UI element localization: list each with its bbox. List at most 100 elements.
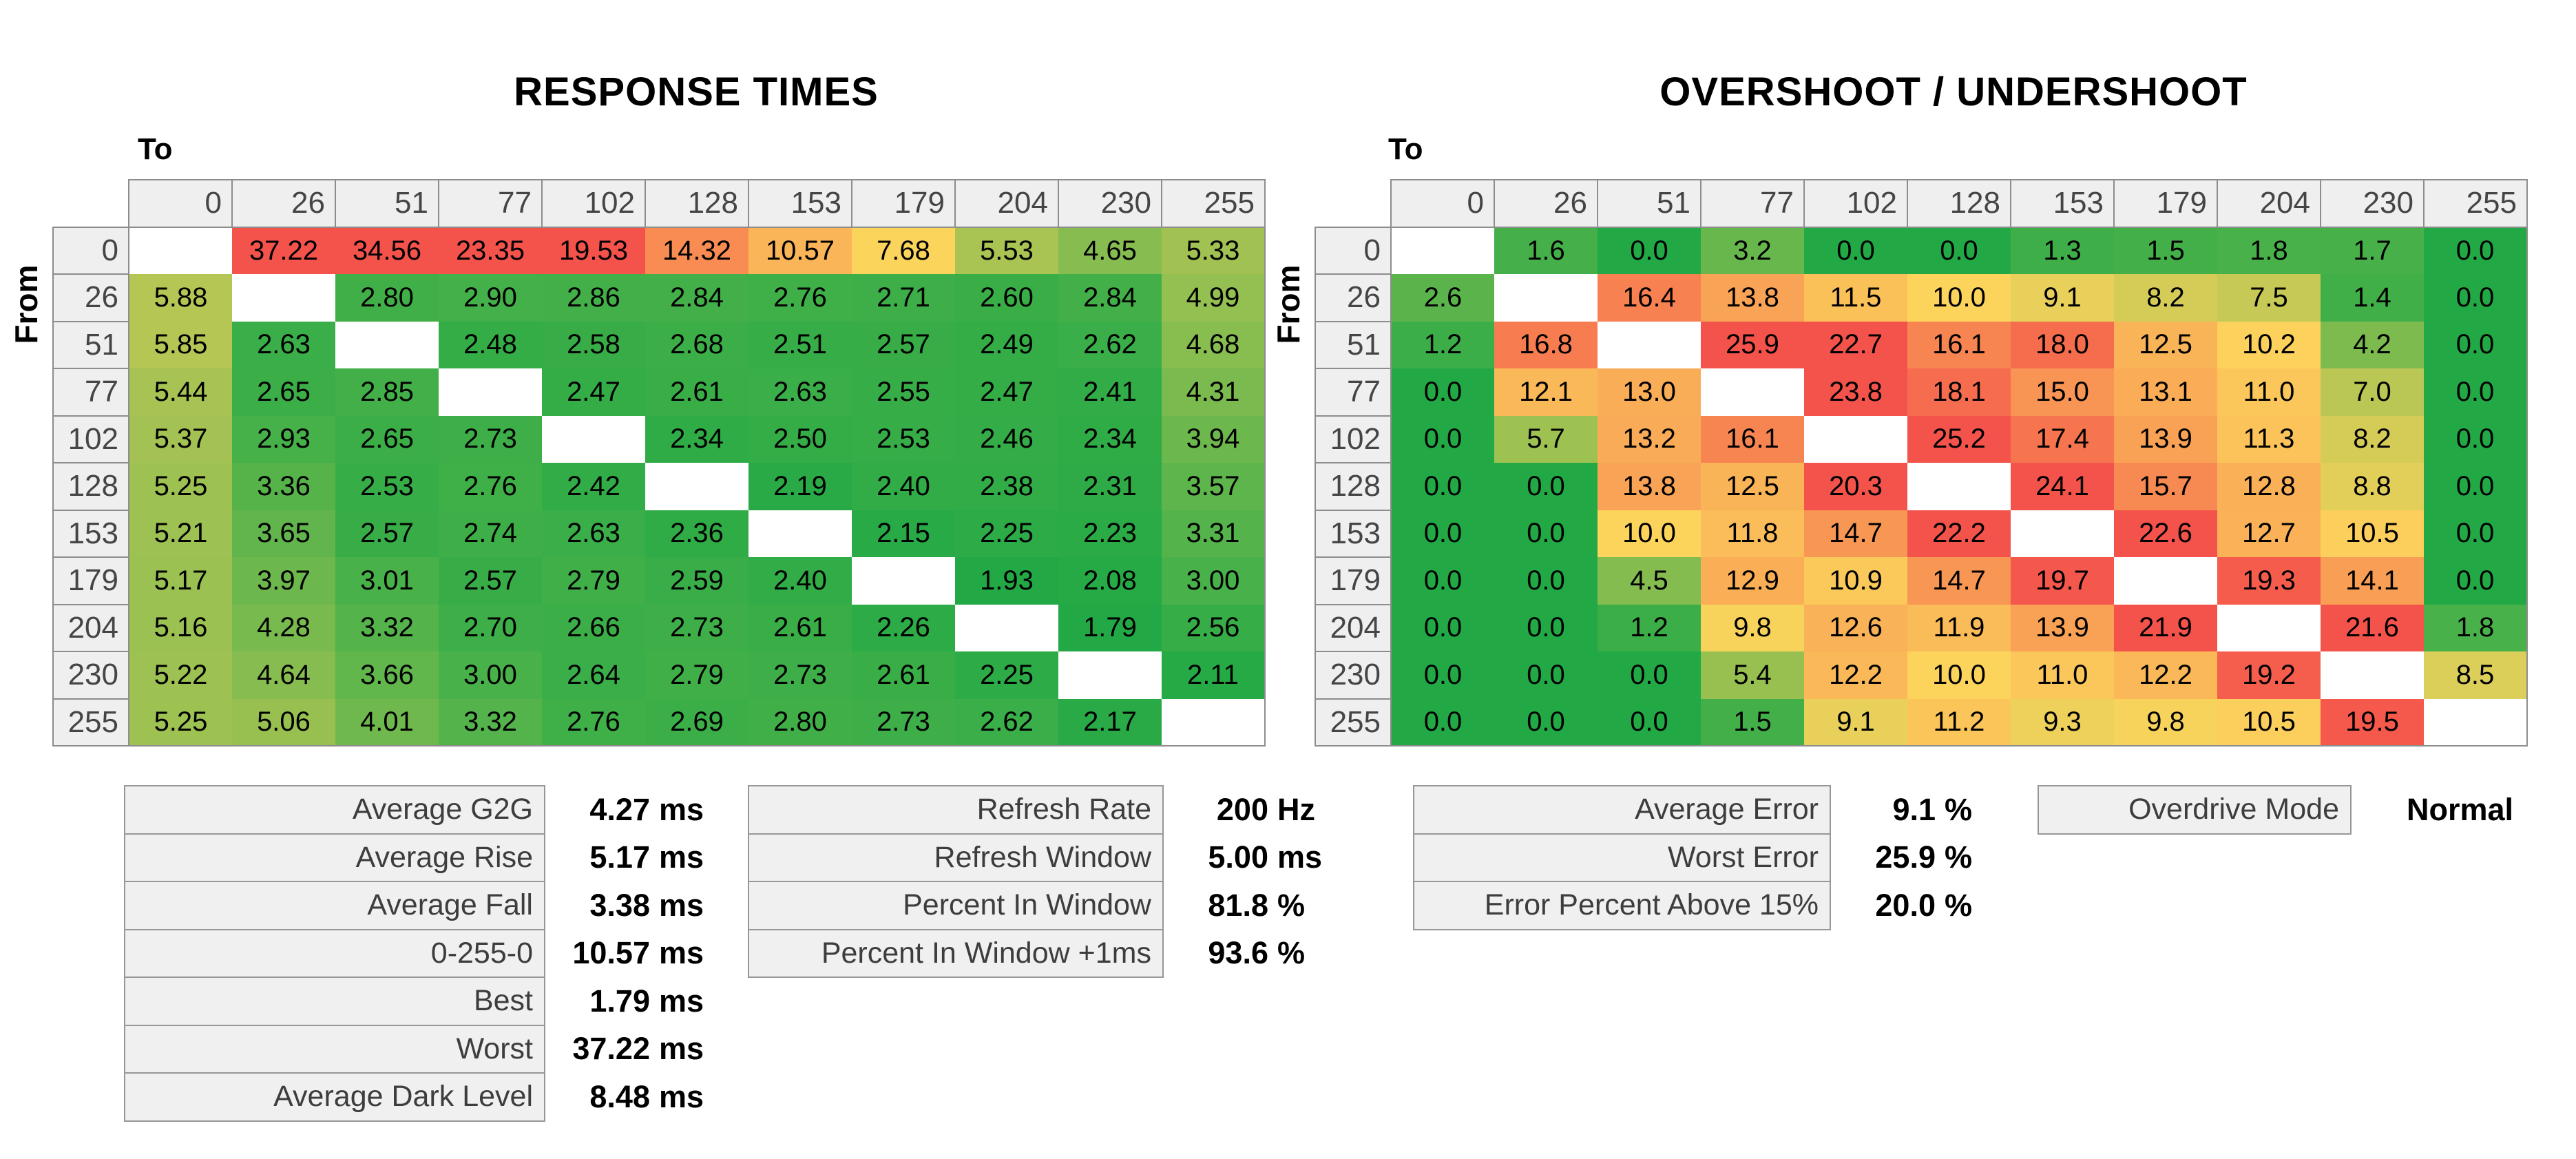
stat-row: Average Error 9.1% <box>1413 785 1972 835</box>
heatmap-cell <box>2217 604 2321 651</box>
stat-label: Percent In Window <box>748 881 1164 930</box>
overshoot-undershoot-title: OVERSHOOT / UNDERSHOOT <box>1659 70 2248 114</box>
corner-cell <box>1315 180 1391 227</box>
heatmap-cell: 0.0 <box>1494 698 1598 746</box>
stat-label: Refresh Rate <box>748 785 1164 835</box>
heatmap-cell <box>2424 698 2528 746</box>
heatmap-cell: 0.0 <box>1494 651 1598 699</box>
heatmap-cell: 21.6 <box>2321 604 2424 651</box>
row-header: 51 <box>1315 320 1392 369</box>
from-axis-label: From <box>8 264 44 344</box>
heatmap-cell: 2.53 <box>852 415 955 463</box>
stat-row: Average Rise 5.17 ms <box>124 833 704 882</box>
heatmap-cell: 4.28 <box>232 604 335 651</box>
heatmap-cell: 9.1 <box>2011 274 2114 322</box>
to-axis-label: To <box>138 132 173 166</box>
row-header: 77 <box>1315 368 1392 417</box>
heatmap-cell: 1.6 <box>1494 227 1598 274</box>
heatmap-cell: 3.65 <box>232 510 335 557</box>
heatmap-cell: 0.0 <box>1391 415 1494 463</box>
heatmap-cell: 22.7 <box>1804 321 1907 368</box>
stat-value-unit: ms <box>1277 839 1323 875</box>
heatmap-cell: 0.0 <box>1598 651 1701 699</box>
heatmap-cell: 34.56 <box>335 227 439 274</box>
stat-value-number: 1.79 <box>589 983 650 1019</box>
heatmap-cell: 2.34 <box>645 415 748 463</box>
heatmap-cell: 22.6 <box>2114 510 2217 557</box>
heatmap-cell: 0.0 <box>1494 604 1598 651</box>
stat-value: 10.57 ms <box>558 929 704 979</box>
heatmap-cell: 15.7 <box>2114 463 2217 510</box>
heatmap-cell: 4.01 <box>335 698 439 746</box>
heatmap-cell: 2.76 <box>542 698 645 746</box>
heatmap-cell: 2.23 <box>1058 510 1162 557</box>
heatmap-cell: 0.0 <box>2424 227 2528 274</box>
stat-value-unit: % <box>1945 791 1973 827</box>
stat-value-unit: ms <box>659 1031 704 1067</box>
stat-row: Average G2G 4.27 ms <box>124 785 704 835</box>
heatmap-cell: 14.7 <box>1907 557 2011 605</box>
heatmap-cell: 2.61 <box>748 604 852 651</box>
heatmap-cell: 2.73 <box>439 415 542 463</box>
stat-value-unit: ms <box>659 1078 704 1114</box>
heatmap-cell: 0.0 <box>2424 368 2528 416</box>
heatmap-cell: 13.8 <box>1701 274 1804 322</box>
row-header: 255 <box>1315 698 1392 746</box>
col-header: 153 <box>2010 179 2115 228</box>
heatmap-cell: 18.1 <box>1907 368 2011 416</box>
heatmap-cell: 5.21 <box>129 510 232 557</box>
heatmap-cell: 10.0 <box>1907 651 2011 699</box>
heatmap-cell: 5.22 <box>129 651 232 699</box>
heatmap-cell: 1.93 <box>955 557 1058 605</box>
stat-value-unit: % <box>1277 887 1306 923</box>
heatmap-cell: 2.70 <box>439 604 542 651</box>
heatmap-cell: 12.5 <box>2114 321 2217 368</box>
heatmap-cell: 5.7 <box>1494 415 1598 463</box>
heatmap-cell: 3.2 <box>1701 227 1804 274</box>
heatmap-cell: 2.50 <box>748 415 852 463</box>
stat-value: 93.6% <box>1176 929 1305 979</box>
heatmap-cell: 0.0 <box>2424 510 2528 557</box>
heatmap-cell: 1.7 <box>2321 227 2424 274</box>
heatmap-cell: 2.25 <box>955 510 1058 557</box>
stat-value-number: 93.6 <box>1208 935 1268 971</box>
heatmap-cell: 3.94 <box>1162 415 1266 463</box>
heatmap-cell: 0.0 <box>1598 698 1701 746</box>
stat-label: Worst <box>124 1024 545 1074</box>
heatmap-cell: 4.2 <box>2321 321 2424 368</box>
stat-row: Percent In Window 81.8% <box>748 881 1322 930</box>
heatmap-cell: 0.0 <box>2424 274 2528 322</box>
heatmap-cell: 18.0 <box>2011 321 2114 368</box>
col-header: 102 <box>1803 179 1908 228</box>
stat-label: Error Percent Above 15% <box>1413 881 1831 930</box>
heatmap-cell: 12.1 <box>1494 368 1598 416</box>
to-axis-label: To <box>1388 132 1423 166</box>
row-header: 26 <box>1315 273 1392 322</box>
row-header: 0 <box>1315 226 1392 275</box>
from-axis-label: From <box>1270 264 1306 344</box>
stat-value-number: 81.8 <box>1208 887 1268 923</box>
heatmap-cell: 2.36 <box>645 510 748 557</box>
heatmap-cell: 1.3 <box>2011 227 2114 274</box>
heatmap-cell: 3.57 <box>1162 463 1266 510</box>
heatmap-cell: 10.5 <box>2217 698 2321 746</box>
heatmap-cell: 2.62 <box>1058 321 1162 368</box>
stat-row: Average Fall 3.38 ms <box>124 881 704 930</box>
error-summary-stats: Average Error 9.1% Worst Error 25.9% Error P… <box>1413 785 1972 930</box>
heatmap-cell: 2.65 <box>335 415 439 463</box>
col-header: 0 <box>1390 179 1495 228</box>
stat-value-number: 10.57 <box>572 935 650 971</box>
heatmap-cell: 0.0 <box>1391 557 1494 605</box>
stat-value-unit: % <box>1277 935 1306 971</box>
heatmap-cell: 2.73 <box>645 604 748 651</box>
row-header: 0 <box>52 226 129 275</box>
heatmap-cell: 3.31 <box>1162 510 1266 557</box>
heatmap-cell: 2.57 <box>335 510 439 557</box>
heatmap-cell: 2.47 <box>542 368 645 416</box>
overshoot-undershoot-heatmap: 0 26 51 77 102 128 153 179 204 230 255 0 1.6 0.0 3.2 0.… <box>1315 179 2528 746</box>
col-header: 204 <box>954 179 1059 228</box>
heatmap-cell <box>955 604 1058 651</box>
heatmap-table: 0 26 51 77 102 128 153 179 204 230 255 0 37.22 34.56 2… <box>52 179 1266 746</box>
stat-label: Percent In Window +1ms <box>748 928 1164 978</box>
heatmap-cell: 0.0 <box>1804 227 1907 274</box>
